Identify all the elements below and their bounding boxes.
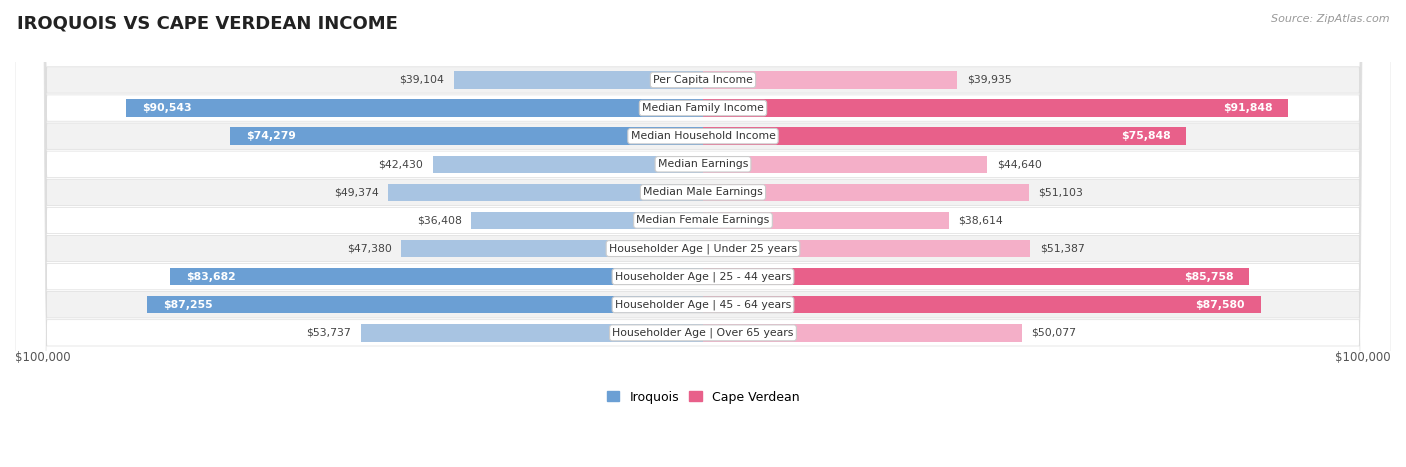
Bar [703, 99, 1288, 117]
Text: $39,935: $39,935 [967, 75, 1012, 85]
FancyBboxPatch shape [15, 0, 1391, 467]
Bar [703, 296, 1261, 313]
Text: Median Household Income: Median Household Income [630, 131, 776, 141]
FancyBboxPatch shape [15, 0, 1391, 467]
Bar [148, 296, 703, 313]
Text: Median Female Earnings: Median Female Earnings [637, 215, 769, 226]
Text: Median Earnings: Median Earnings [658, 159, 748, 169]
Bar [361, 324, 703, 341]
Text: $53,737: $53,737 [307, 328, 352, 338]
Text: $100,000: $100,000 [15, 351, 70, 364]
Text: $50,077: $50,077 [1032, 328, 1077, 338]
Text: Householder Age | Over 65 years: Householder Age | Over 65 years [612, 328, 794, 338]
FancyBboxPatch shape [15, 0, 1391, 467]
Text: Householder Age | Under 25 years: Householder Age | Under 25 years [609, 243, 797, 254]
Text: $91,848: $91,848 [1223, 103, 1272, 113]
Bar [703, 212, 949, 229]
Bar [703, 268, 1250, 285]
Text: $42,430: $42,430 [378, 159, 423, 169]
FancyBboxPatch shape [15, 0, 1391, 467]
Text: $49,374: $49,374 [335, 187, 378, 198]
Text: $36,408: $36,408 [416, 215, 461, 226]
Bar [703, 71, 957, 89]
Text: $44,640: $44,640 [997, 159, 1042, 169]
Text: $75,848: $75,848 [1121, 131, 1170, 141]
Text: $87,255: $87,255 [163, 300, 212, 310]
Bar [401, 240, 703, 257]
Text: Median Family Income: Median Family Income [643, 103, 763, 113]
Text: IROQUOIS VS CAPE VERDEAN INCOME: IROQUOIS VS CAPE VERDEAN INCOME [17, 14, 398, 32]
Bar [388, 184, 703, 201]
Bar [703, 324, 1022, 341]
Bar [471, 212, 703, 229]
FancyBboxPatch shape [15, 0, 1391, 467]
Text: Median Male Earnings: Median Male Earnings [643, 187, 763, 198]
Text: $85,758: $85,758 [1184, 272, 1233, 282]
Text: $38,614: $38,614 [959, 215, 1004, 226]
Text: Householder Age | 25 - 44 years: Householder Age | 25 - 44 years [614, 271, 792, 282]
Text: Source: ZipAtlas.com: Source: ZipAtlas.com [1271, 14, 1389, 24]
Text: $74,279: $74,279 [246, 131, 295, 141]
FancyBboxPatch shape [15, 0, 1391, 467]
Text: $39,104: $39,104 [399, 75, 444, 85]
Text: $47,380: $47,380 [347, 244, 392, 254]
Text: $100,000: $100,000 [1336, 351, 1391, 364]
FancyBboxPatch shape [15, 0, 1391, 467]
Bar [454, 71, 703, 89]
FancyBboxPatch shape [15, 0, 1391, 467]
Text: $87,580: $87,580 [1195, 300, 1244, 310]
FancyBboxPatch shape [15, 0, 1391, 467]
Bar [170, 268, 703, 285]
Bar [229, 127, 703, 145]
Bar [703, 156, 987, 173]
Bar [703, 240, 1031, 257]
FancyBboxPatch shape [15, 0, 1391, 467]
Bar [703, 184, 1029, 201]
Text: $51,387: $51,387 [1040, 244, 1084, 254]
Text: $51,103: $51,103 [1038, 187, 1083, 198]
Legend: Iroquois, Cape Verdean: Iroquois, Cape Verdean [602, 386, 804, 409]
Bar [703, 127, 1187, 145]
Bar [127, 99, 703, 117]
Bar [433, 156, 703, 173]
Text: Per Capita Income: Per Capita Income [652, 75, 754, 85]
Text: $90,543: $90,543 [142, 103, 191, 113]
Text: $83,682: $83,682 [186, 272, 236, 282]
Text: Householder Age | 45 - 64 years: Householder Age | 45 - 64 years [614, 299, 792, 310]
